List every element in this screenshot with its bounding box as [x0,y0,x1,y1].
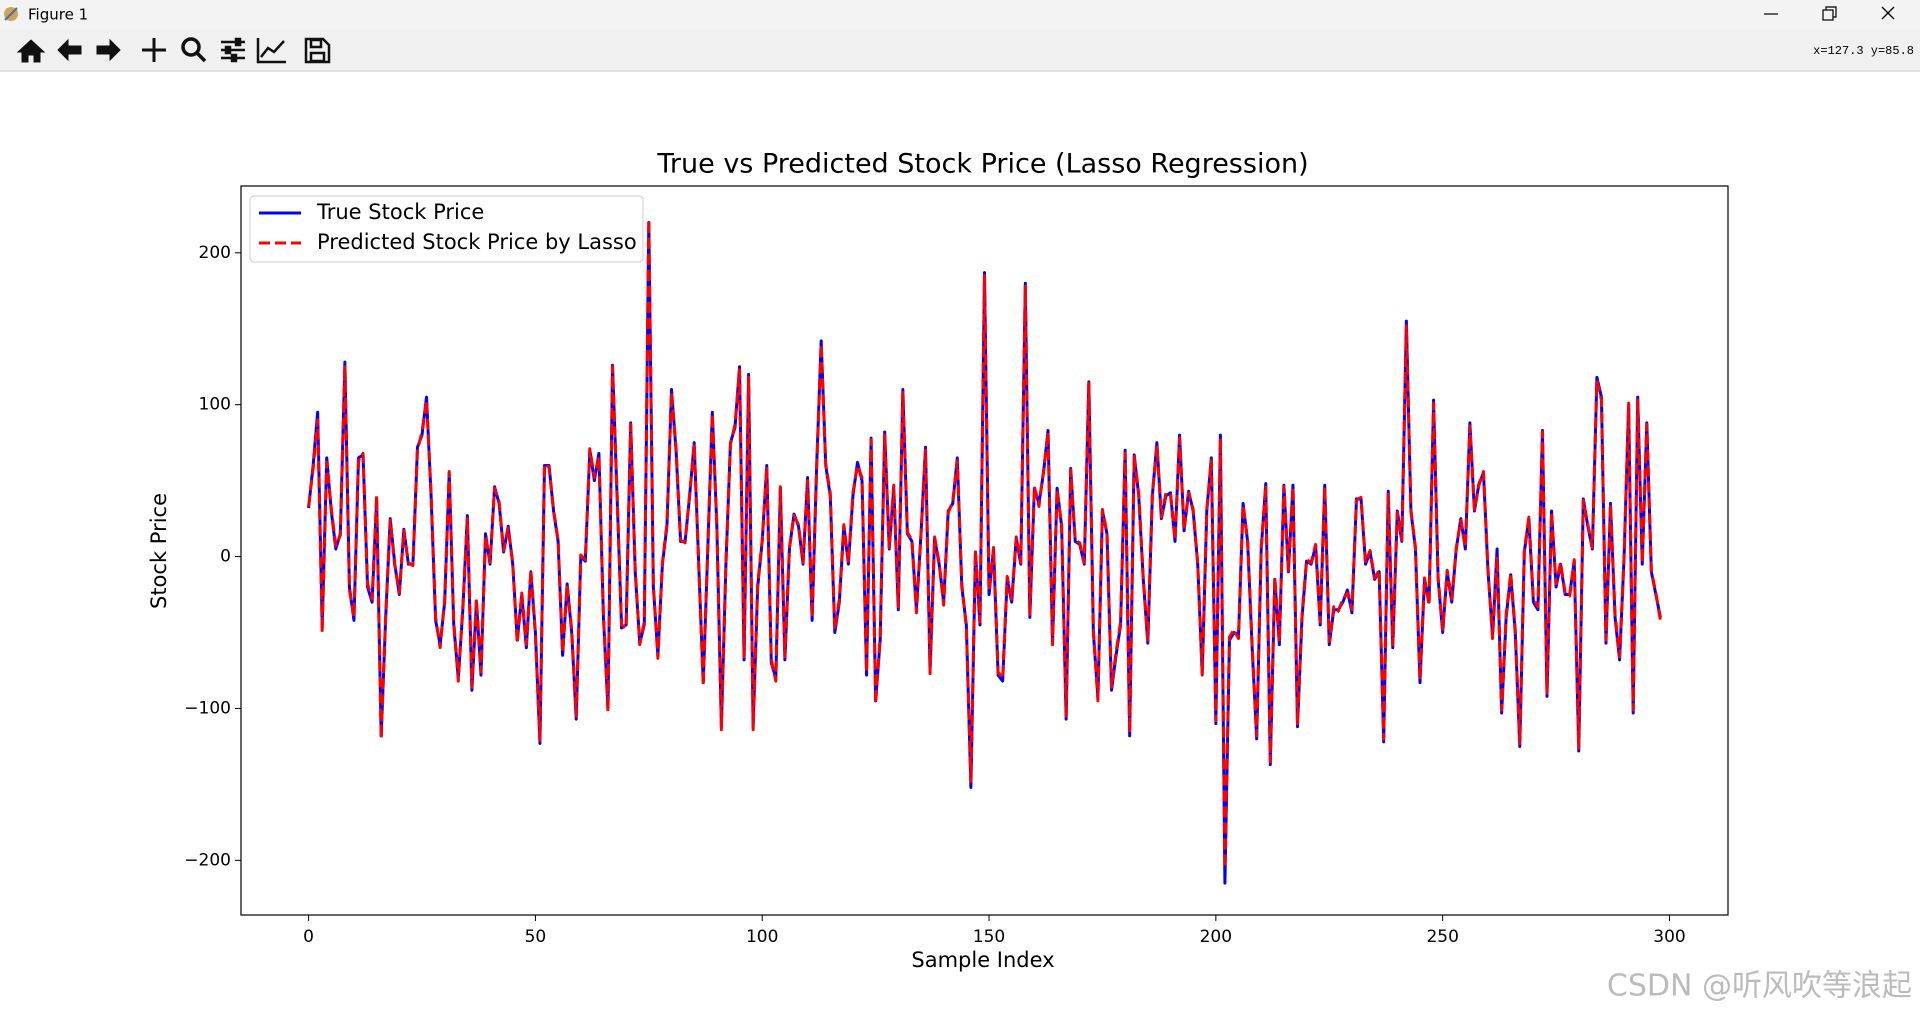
x-tick-label: 250 [1426,927,1458,947]
series-line [307,217,1662,870]
chart-title: True vs Predicted Stock Price (Lasso Reg… [656,149,1308,180]
x-axis-label: Sample Index [911,948,1054,972]
y-axis-label: Stock Price [147,493,171,609]
y-tick-label: 0 [220,547,231,567]
axes-button[interactable] [256,38,286,64]
configure-button[interactable] [221,37,245,63]
window-title: Figure 1 [28,6,88,24]
forward-button[interactable] [96,38,121,62]
legend-label: True Stock Price [316,200,484,224]
axes-frame [240,185,1729,916]
pan-button[interactable] [142,38,166,62]
restore-button[interactable] [1822,6,1837,21]
y-tick-label: 100 [199,395,231,415]
x-tick-label: 100 [746,927,778,947]
toolbar-icons [16,37,331,64]
home-button[interactable] [16,39,46,63]
cursor-coordinates: x=127.3 y=85.8 [1813,44,1914,58]
close-button[interactable] [1881,6,1895,20]
watermark: CSDN @听风吹等浪起 [1607,969,1912,1004]
toolbar [0,29,1920,71]
legend-box [249,195,644,263]
x-tick-label: 50 [525,927,547,947]
legend-label: Predicted Stock Price by Lasso [317,230,637,254]
x-tick-label: 300 [1653,927,1685,947]
x-tick-label: 200 [1200,927,1232,947]
title-bar [0,0,1920,29]
save-button[interactable] [304,37,331,64]
x-tick-label: 0 [303,927,314,947]
y-tick-label: −100 [184,698,231,718]
app-icon [4,7,18,21]
x-tick-label: 150 [973,927,1005,947]
y-tick-label: −200 [184,850,231,870]
y-tick-label: 200 [199,243,231,263]
zoom-button[interactable] [181,37,207,63]
back-button[interactable] [57,38,82,62]
